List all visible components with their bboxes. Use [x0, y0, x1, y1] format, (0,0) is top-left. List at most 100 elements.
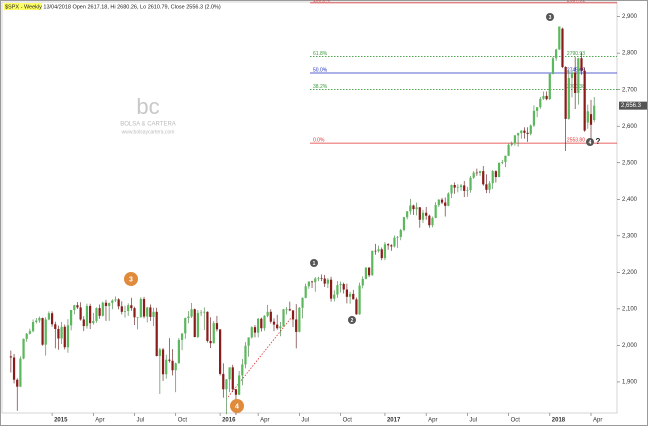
question-mark: ? — [596, 137, 601, 146]
candle-body — [463, 185, 466, 191]
candle-body — [589, 114, 593, 125]
candle-body — [25, 333, 28, 339]
candle-body — [361, 278, 364, 286]
candle-body — [440, 199, 444, 203]
candle-body — [60, 326, 63, 339]
candle-body — [142, 299, 146, 317]
candle-body — [196, 312, 200, 338]
candle-body — [507, 144, 510, 156]
candle-body — [241, 364, 244, 376]
candle-body — [377, 249, 380, 252]
x-tick-label: 2015 — [54, 418, 68, 424]
candle-body — [69, 309, 73, 326]
candle-body — [209, 341, 212, 344]
candle-body — [545, 95, 548, 100]
fib-value: 2553.80 — [567, 137, 585, 143]
y-tick-label: 2,600 — [622, 124, 638, 130]
candle-body — [539, 98, 542, 108]
chart-title: $SPX - Weekly 13/04/2018 Open 2617.18, H… — [5, 4, 221, 10]
fib-name: 50.0% — [313, 67, 328, 73]
candle-body — [396, 236, 399, 238]
candle-body — [165, 359, 168, 375]
candle-body — [345, 289, 349, 297]
x-tick-label: Apr — [593, 418, 602, 424]
wave-label: 3 — [129, 276, 133, 283]
candle-body — [564, 67, 567, 119]
candle-body — [431, 217, 434, 226]
candle-body — [187, 316, 190, 319]
marks: 1,900 2,000 2,100 2,200 2,300 2,400 2,500 2,600… — [9, 0, 638, 424]
candle-body — [54, 324, 57, 329]
candle-body — [314, 278, 317, 283]
candle-body — [472, 172, 475, 178]
candle-body — [323, 278, 326, 284]
candle-body — [523, 130, 526, 133]
candle-body — [35, 320, 38, 323]
candle-body — [586, 111, 589, 123]
candle-body — [574, 72, 577, 93]
candle-body — [276, 324, 279, 329]
candle-body — [295, 319, 298, 332]
fib-name: 100.0% — [313, 0, 331, 3]
y-tick-label: 2,000 — [622, 343, 638, 349]
x-tick-label: 2017 — [387, 418, 401, 424]
candle-body — [269, 311, 272, 322]
candle-body — [9, 356, 12, 358]
candle-body — [272, 321, 276, 325]
candle-body — [421, 212, 425, 220]
candle-body — [12, 357, 16, 380]
candle-body — [171, 360, 174, 371]
candle-body — [516, 133, 520, 136]
candle-body — [380, 249, 383, 259]
candle-body — [513, 135, 517, 144]
candle-body — [304, 286, 307, 298]
candle-body — [263, 315, 266, 329]
candle-body — [412, 205, 415, 210]
candle-body — [73, 305, 76, 310]
candle-body — [504, 155, 507, 163]
candle-body — [146, 307, 149, 317]
wave-circle — [348, 316, 356, 324]
candle-body — [22, 338, 25, 359]
wave-label: 3 — [549, 15, 552, 21]
candle-body — [301, 297, 304, 308]
candle-body — [336, 285, 339, 295]
candle-body — [79, 307, 82, 320]
candle-body — [130, 305, 133, 309]
fib-name: 38.2% — [313, 84, 328, 90]
candle-body — [444, 202, 447, 206]
candle-body — [260, 318, 263, 329]
candle-body — [168, 359, 171, 361]
candle-body — [310, 281, 314, 283]
candle-body — [288, 309, 291, 311]
candle-body — [190, 309, 193, 317]
plot-area — [1, 1, 618, 414]
candle-body — [114, 299, 117, 301]
candle-body — [206, 311, 209, 342]
candle-body — [222, 373, 225, 390]
candle-body — [28, 331, 32, 334]
candle-body — [329, 279, 333, 299]
candle-body — [393, 237, 396, 247]
y-tick-label: 2,400 — [622, 197, 638, 203]
candle-body — [510, 143, 513, 145]
candle-body — [358, 285, 361, 315]
candle-body — [580, 58, 583, 71]
candle-body — [38, 318, 41, 321]
candle-body — [244, 345, 247, 365]
candle-body — [253, 327, 257, 333]
candle-body — [497, 162, 501, 177]
candle-body — [526, 132, 529, 134]
candle-body — [66, 325, 70, 348]
candle-body — [536, 107, 539, 111]
candle-body — [63, 326, 66, 348]
candle-body — [555, 49, 558, 59]
y-tick-label: 2,500 — [622, 160, 638, 166]
candle-body — [98, 308, 101, 316]
candle-body — [459, 185, 463, 188]
candle-body — [374, 250, 377, 252]
candle-body — [570, 72, 574, 78]
candle-body — [434, 205, 437, 218]
candle-body — [450, 185, 453, 194]
